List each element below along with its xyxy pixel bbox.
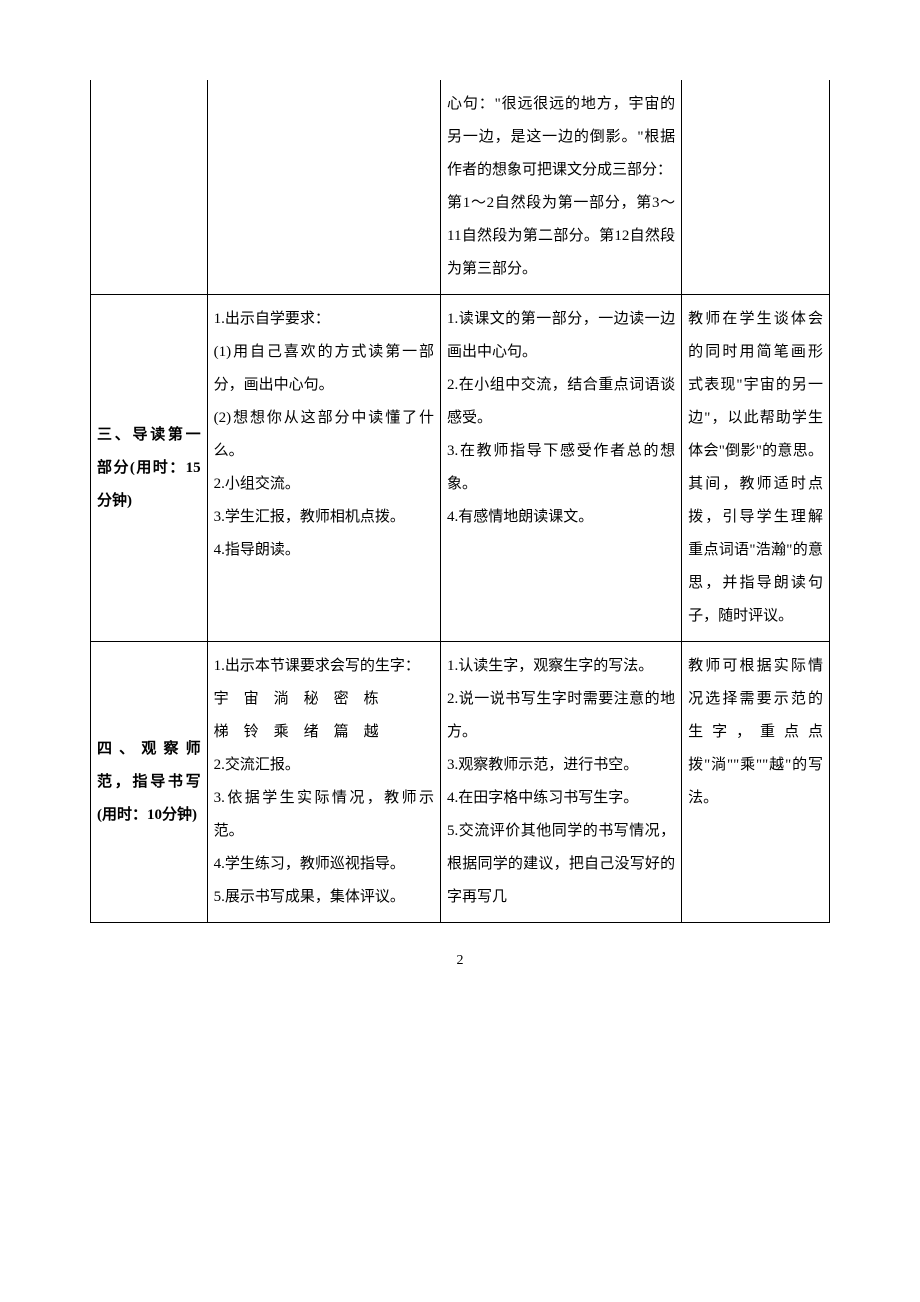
teacher-line: 1.出示本节课要求会写的生字：	[214, 650, 434, 683]
page-container: 心句："很远很远的地方，宇宙的另一边，是这一边的倒影。"根据作者的想象可把课文分…	[90, 80, 830, 1242]
char-list-row: 宇 宙 淌 秘 密 栋	[214, 683, 434, 716]
teacher-line: 5.展示书写成果，集体评议。	[214, 881, 434, 914]
page-number: 2	[90, 953, 830, 969]
teacher-cell: 1.出示本节课要求会写的生字： 宇 宙 淌 秘 密 栋 梯 铃 乘 绪 篇 越 …	[207, 642, 440, 923]
notes-cell: 教师可根据实际情况选择需要示范的生字，重点点拨"淌""乘""越"的写法。	[682, 642, 830, 923]
section-cell	[91, 80, 208, 295]
teacher-cell: 1.出示自学要求：(1)用自己喜欢的方式读第一部分，画出中心句。(2)想想你从这…	[207, 295, 440, 642]
section-cell: 四、观察师范，指导书写(用时：10分钟)	[91, 642, 208, 923]
table-row: 心句："很远很远的地方，宇宙的另一边，是这一边的倒影。"根据作者的想象可把课文分…	[91, 80, 830, 295]
teacher-cell	[207, 80, 440, 295]
table-row: 四、观察师范，指导书写(用时：10分钟) 1.出示本节课要求会写的生字： 宇 宙…	[91, 642, 830, 923]
student-cell: 1.认读生字，观察生字的写法。2.说一说书写生字时需要注意的地方。3.观察教师示…	[441, 642, 682, 923]
char-list-row: 梯 铃 乘 绪 篇 越	[214, 716, 434, 749]
table-row: 三、导读第一部分(用时：15分钟) 1.出示自学要求：(1)用自己喜欢的方式读第…	[91, 295, 830, 642]
notes-cell: 教师在学生谈体会的同时用简笔画形式表现"宇宙的另一边"，以此帮助学生体会"倒影"…	[682, 295, 830, 642]
teacher-line: 2.交流汇报。	[214, 749, 434, 782]
student-cell: 1.读课文的第一部分，一边读一边画出中心句。2.在小组中交流，结合重点词语谈感受…	[441, 295, 682, 642]
lesson-plan-table: 心句："很远很远的地方，宇宙的另一边，是这一边的倒影。"根据作者的想象可把课文分…	[90, 80, 830, 923]
teacher-line: 4.学生练习，教师巡视指导。	[214, 848, 434, 881]
section-cell: 三、导读第一部分(用时：15分钟)	[91, 295, 208, 642]
student-cell: 心句："很远很远的地方，宇宙的另一边，是这一边的倒影。"根据作者的想象可把课文分…	[441, 80, 682, 295]
teacher-line: 3.依据学生实际情况，教师示范。	[214, 782, 434, 848]
notes-cell	[682, 80, 830, 295]
